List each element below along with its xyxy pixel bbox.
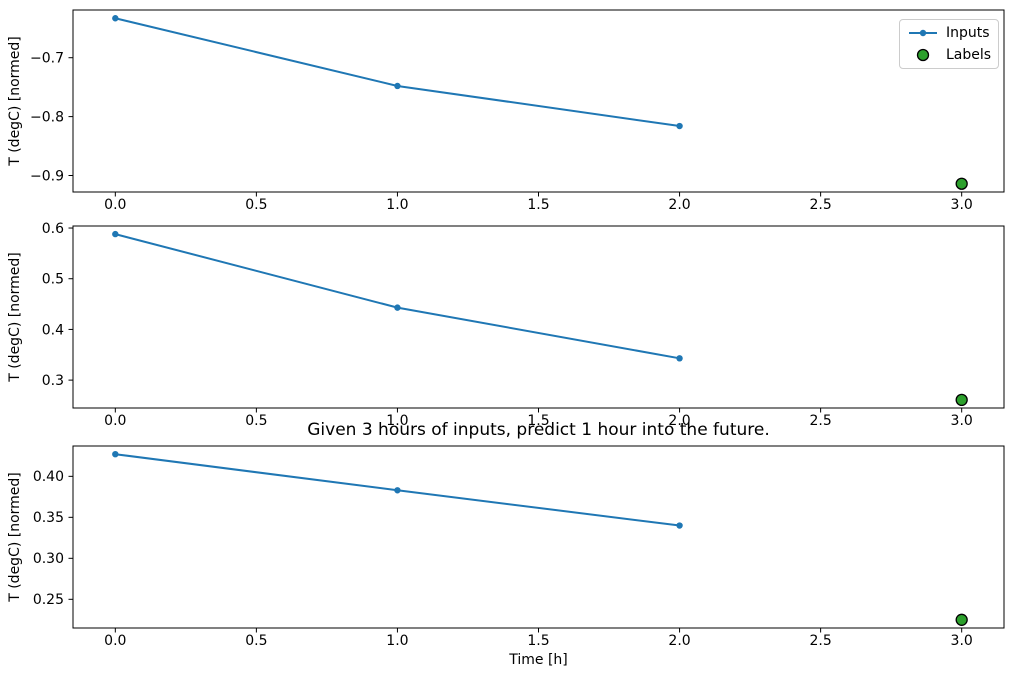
inputs-marker xyxy=(676,355,683,362)
inputs-marker xyxy=(394,82,401,90)
legend-item-labels: Labels xyxy=(908,45,992,65)
y-axis-label-top: T (degC) [normed] xyxy=(7,36,23,166)
y-tick-label: −0.8 xyxy=(30,110,64,126)
legend-item-inputs: Inputs xyxy=(908,23,990,43)
y-tick-label: −0.9 xyxy=(30,168,64,184)
y-tick-label: 0.25 xyxy=(33,592,64,608)
inputs-line xyxy=(114,17,681,128)
inputs-line-marker-icon xyxy=(909,29,937,37)
inputs-marker xyxy=(676,522,683,529)
x-tick-label: 0.0 xyxy=(104,197,126,213)
x-tick-label: 2.5 xyxy=(809,413,831,429)
x-tick-label: 0.5 xyxy=(245,633,267,649)
x-tick-label: 2.5 xyxy=(809,633,831,649)
y-axis-label-middle: T (degC) [normed] xyxy=(7,252,23,382)
axes-frame xyxy=(72,225,1005,409)
legend-label-labels: Labels xyxy=(946,47,992,63)
x-tick-label: 0.5 xyxy=(245,197,267,213)
x-tick-label: 0.0 xyxy=(104,413,126,429)
inputs-marker xyxy=(112,230,119,238)
plot-title: Given 3 hours of inputs, predict 1 hour … xyxy=(307,420,770,440)
x-axis-label: Time [h] xyxy=(509,652,568,668)
labels-marker xyxy=(955,177,968,190)
inputs-marker xyxy=(112,450,119,458)
x-tick-label: 3.0 xyxy=(951,633,973,649)
y-tick-label: 0.4 xyxy=(42,322,64,338)
y-tick-label: 0.5 xyxy=(42,272,64,288)
y-tick-label: 0.40 xyxy=(33,469,64,485)
x-tick-label: 2.0 xyxy=(668,197,690,213)
inputs-marker xyxy=(394,487,401,494)
x-tick-label: 1.0 xyxy=(386,633,408,649)
x-tick-label: 1.5 xyxy=(527,197,549,213)
x-tick-label: 3.0 xyxy=(951,413,973,429)
labels-marker xyxy=(955,613,968,626)
inputs-marker xyxy=(112,15,119,22)
y-tick-label: −0.7 xyxy=(30,51,64,67)
x-tick-label: 2.5 xyxy=(809,197,831,213)
inputs-marker xyxy=(676,122,683,130)
x-tick-label: 1.5 xyxy=(527,413,549,429)
y-axis-label-bottom: T (degC) [normed] xyxy=(7,472,23,602)
legend-label-inputs: Inputs xyxy=(946,25,990,41)
axes-frame xyxy=(72,9,1005,193)
x-tick-label: 1.0 xyxy=(386,197,408,213)
labels-marker xyxy=(955,393,968,407)
x-tick-label: 2.0 xyxy=(668,633,690,649)
x-tick-label: 3.0 xyxy=(951,197,973,213)
x-tick-label: 1.5 xyxy=(527,633,549,649)
y-tick-label: 0.3 xyxy=(42,373,64,389)
inputs-marker xyxy=(394,304,401,311)
labels-circle-icon xyxy=(916,48,930,62)
y-tick-label: 0.30 xyxy=(33,551,64,567)
x-tick-label: 0.0 xyxy=(104,633,126,649)
y-tick-label: 0.6 xyxy=(42,221,64,237)
y-tick-label: 0.35 xyxy=(33,510,64,526)
inputs-line xyxy=(114,233,681,360)
legend: Inputs Labels xyxy=(899,19,999,69)
x-tick-label: 1.0 xyxy=(386,413,408,429)
axes-frame xyxy=(72,445,1005,629)
x-tick-label: 0.5 xyxy=(245,413,267,429)
x-tick-label: 2.0 xyxy=(668,413,690,429)
